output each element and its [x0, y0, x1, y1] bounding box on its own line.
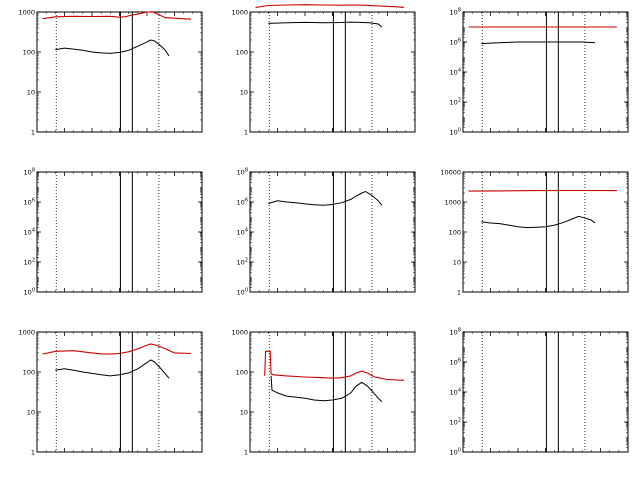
y-tick-label: 102: [237, 258, 248, 267]
y-tick-label: 108: [24, 168, 35, 177]
events-series-line: [481, 215, 596, 229]
y-tick-label: 10: [27, 409, 35, 417]
lld-series-line: [42, 11, 192, 20]
lld-series-line: [42, 343, 192, 355]
chart-panel-2: 1 10 100 1000: [231, 4, 416, 137]
events-series-line: [55, 359, 170, 379]
y-tick-label: 1: [457, 289, 461, 297]
y-tick-label: 108: [237, 168, 248, 177]
y-tick-label: 100: [449, 229, 461, 237]
y-tick-label: 1: [244, 129, 248, 137]
y-tick-label: 1000: [18, 9, 35, 17]
lld-series-line: [468, 189, 618, 192]
chart-panel-6: 1 10 100 1000 10000: [440, 169, 629, 297]
y-tick-label: 100: [236, 49, 248, 57]
plot-frame: [462, 331, 629, 453]
plot-frame: [462, 11, 629, 133]
y-tick-label: 106: [237, 198, 248, 207]
y-tick-label: 10000: [440, 169, 461, 177]
y-tick-label: 102: [450, 98, 461, 107]
y-tick-label: 100: [237, 288, 248, 297]
y-tick-label: 108: [450, 8, 461, 17]
y-tick-label: 1000: [18, 329, 35, 337]
y-tick-label: 100: [450, 128, 461, 137]
plot-frame: [36, 171, 203, 293]
lld-series-line: [255, 4, 405, 8]
chart-panel-5: 100 102 104 106 108: [237, 168, 416, 297]
y-tick-label: 10: [240, 89, 248, 97]
chart-panel-3: 100 102 104 106 108: [450, 8, 629, 137]
y-tick-label: 100: [450, 448, 461, 457]
plot-frame: [249, 11, 416, 133]
y-tick-label: 108: [450, 328, 461, 337]
y-tick-label: 102: [24, 258, 35, 267]
y-tick-label: 1: [31, 449, 35, 457]
plot-frame: [249, 171, 416, 293]
events-series-line: [270, 375, 383, 403]
chart-panel-7: 1 10 100 1000: [18, 329, 203, 457]
chart-panel-9: 100 102 104 106 108: [450, 328, 629, 457]
plot-frame: [36, 331, 203, 453]
y-tick-label: 104: [450, 388, 461, 397]
plot-frame: [462, 171, 629, 293]
y-tick-label: 104: [450, 68, 461, 77]
chart-panel-4: 100 102 104 106 108: [24, 168, 203, 297]
y-tick-label: 102: [450, 418, 461, 427]
y-tick-label: 1000: [231, 329, 248, 337]
y-tick-label: 10: [240, 409, 248, 417]
y-tick-label: 106: [450, 38, 461, 47]
events-series-line: [55, 39, 170, 57]
y-tick-label: 10: [27, 89, 35, 97]
y-tick-label: 1: [244, 449, 248, 457]
y-tick-label: 100: [23, 369, 35, 377]
events-series-line: [268, 190, 383, 206]
y-tick-label: 104: [237, 228, 248, 237]
events-series-line: [481, 41, 596, 44]
y-tick-label: 100: [23, 49, 35, 57]
y-tick-label: 100: [236, 369, 248, 377]
y-tick-label: 104: [24, 228, 35, 237]
y-tick-label: 1000: [444, 199, 461, 207]
chart-panel-8: 1 10 100 1000: [231, 329, 416, 457]
events-series-line: [268, 21, 383, 28]
plot-frame: [36, 11, 203, 133]
y-tick-label: 1000: [231, 9, 248, 17]
y-tick-label: 100: [24, 288, 35, 297]
chart-panel-1: 1 10 100 1000: [18, 9, 203, 137]
y-tick-label: 10: [453, 259, 461, 267]
y-tick-label: 1: [31, 129, 35, 137]
y-tick-label: 106: [24, 198, 35, 207]
lld-series-line: [264, 350, 405, 381]
y-tick-label: 106: [450, 358, 461, 367]
